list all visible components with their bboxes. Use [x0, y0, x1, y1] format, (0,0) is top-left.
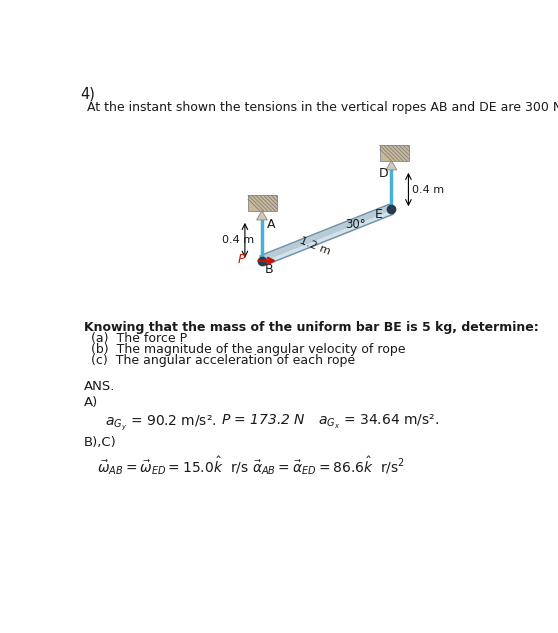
- Text: A: A: [267, 218, 276, 232]
- Text: ANS.: ANS.: [84, 380, 115, 393]
- Text: B: B: [265, 263, 273, 276]
- Text: 4): 4): [80, 87, 95, 102]
- Text: $a_{G_x}$ = 34.64 m/s².: $a_{G_x}$ = 34.64 m/s².: [318, 413, 439, 431]
- Text: (b)  The magnitude of the angular velocity of rope: (b) The magnitude of the angular velocit…: [92, 343, 406, 356]
- Text: Knowing that the mass of the uniform bar BE is 5 kg, determine:: Knowing that the mass of the uniform bar…: [84, 321, 538, 334]
- Text: P: P: [237, 253, 245, 266]
- Text: 0.4 m: 0.4 m: [412, 185, 444, 194]
- Text: D: D: [379, 167, 388, 180]
- Text: (a)  The force P: (a) The force P: [92, 332, 187, 346]
- Text: E: E: [374, 208, 382, 221]
- Polygon shape: [386, 161, 397, 170]
- Text: (c)  The angular acceleration of each rope: (c) The angular acceleration of each rop…: [92, 354, 355, 367]
- Text: A): A): [84, 396, 98, 408]
- Text: 0.4 m: 0.4 m: [222, 235, 254, 246]
- Polygon shape: [260, 204, 393, 266]
- Bar: [248, 196, 277, 211]
- Text: $\vec{\omega}_{AB} = \vec{\omega}_{ED} = 15.0\hat{k}$  r/s: $\vec{\omega}_{AB} = \vec{\omega}_{ED} =…: [97, 454, 249, 477]
- Text: $a_{G_y}$ = 90.2 m/s².: $a_{G_y}$ = 90.2 m/s².: [105, 413, 216, 432]
- Text: B),C): B),C): [84, 436, 117, 449]
- Text: 30°: 30°: [345, 218, 365, 232]
- Text: At the instant shown the tensions in the vertical ropes AB and DE are 300 N and : At the instant shown the tensions in the…: [87, 101, 558, 113]
- Polygon shape: [257, 211, 267, 220]
- Bar: [380, 145, 409, 161]
- Text: $\vec{\alpha}_{AB} = \vec{\alpha}_{ED} = 86.6\hat{k}$  r/s$^2$: $\vec{\alpha}_{AB} = \vec{\alpha}_{ED} =…: [252, 454, 405, 477]
- Text: $P$ = 173.2 N: $P$ = 173.2 N: [221, 413, 305, 427]
- Polygon shape: [262, 210, 393, 265]
- Text: 1.2 m: 1.2 m: [299, 235, 332, 256]
